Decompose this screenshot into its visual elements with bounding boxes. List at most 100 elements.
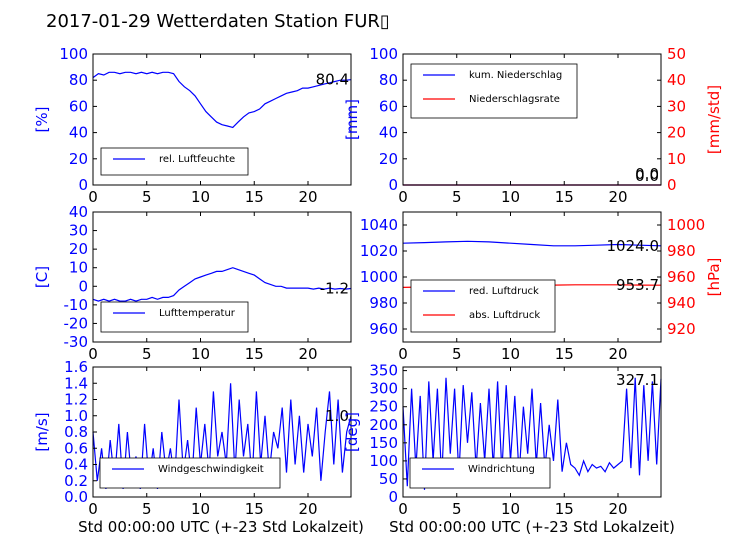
precipitation-y-tick-label: 60 [379, 97, 398, 115]
humidity-y-tick-label: 0 [78, 176, 88, 194]
windspeed-panel: 0 5 10 15 200.00.20.40.60.81.01.21.41.6[m/s]… [33, 358, 352, 518]
winddirection-y-tick-label: 150 [369, 434, 398, 452]
pressure-y-right-tick-label: 960 [667, 268, 696, 286]
pressure-panel: 0 5 10 15 20 960 980 1000 1020 1040 920 940 960 980 10… [360, 211, 723, 363]
x-axis-label-left: Std 00:00:00 UTC (+-23 Std Lokalzeit) [78, 518, 364, 536]
humidity-y-axis-label: [%] [33, 107, 51, 133]
temperature-y-axis-label: [C] [33, 266, 51, 288]
pressure-last-value-right: 953.7 [616, 276, 659, 294]
humidity-y-tick-label: 40 [69, 124, 88, 142]
pressure-last-value: 1024.0 [607, 237, 660, 255]
winddirection-y-tick-label: 50 [379, 470, 398, 488]
precipitation-plot-frame [402, 53, 662, 186]
temperature-series-line-0 [92, 267, 352, 302]
winddirection-last-value: 327.1 [616, 371, 659, 389]
windspeed-x-tick-label: 0 [88, 500, 98, 518]
humidity-legend-label: rel. Luftfeuchte [159, 154, 235, 165]
pressure-y-right-tick-label: 940 [667, 294, 696, 312]
precipitation-y-tick-label: 80 [379, 71, 398, 89]
x-axis-label-right: Std 00:00:00 UTC (+-23 Std Lokalzeit) [389, 518, 675, 536]
precipitation-x-tick-label: 10 [501, 188, 520, 206]
temperature-y-tick-label: 20 [69, 240, 88, 258]
windspeed-y-tick-label: 1.0 [64, 407, 88, 425]
winddirection-panel: 0 5 10 15 20050100150200250300350[deg]Windri… [343, 362, 662, 518]
pressure-y-right-tick-label: 1000 [667, 216, 705, 234]
windspeed-x-tick-label: 10 [191, 500, 210, 518]
humidity-y-tick-label: 60 [69, 97, 88, 115]
temperature-last-value: -1.2 [320, 280, 349, 298]
precipitation-legend-box [410, 63, 578, 119]
windspeed-series-line-0 [92, 383, 352, 489]
windspeed-legend-label: Windgeschwindigkeit [158, 464, 264, 475]
pressure-y-right-axis-label: [hPa] [705, 258, 723, 297]
precipitation-x-tick-label: 20 [608, 188, 627, 206]
temperature-y-tick-label: 40 [69, 203, 88, 221]
windspeed-x-tick-label: 5 [142, 500, 152, 518]
pressure-legend-box [410, 279, 556, 333]
pressure-y-tick-label: 1040 [360, 216, 398, 234]
pressure-y-tick-label: 1020 [360, 242, 398, 260]
temperature-y-tick-label: -10 [64, 296, 89, 314]
humidity-x-tick-label: 5 [142, 188, 152, 206]
precipitation-legend: kum. Niederschlag Niederschlagsrate [410, 63, 578, 119]
temperature-y-tick-label: -30 [64, 333, 89, 351]
windspeed-y-tick-label: 0.2 [64, 472, 88, 490]
precipitation-y-right-tick-label: 0 [667, 176, 677, 194]
precipitation-x-tick-label: 5 [452, 188, 462, 206]
winddirection-legend: Windrichtung [409, 457, 551, 489]
windspeed-y-tick-label: 0.0 [64, 488, 88, 506]
precipitation-y-right-tick-label: 20 [667, 124, 686, 142]
pressure-y-right-tick-label: 980 [667, 242, 696, 260]
temperature-legend-label: Lufttemperatur [159, 308, 236, 319]
humidity-panel: 0 5 10 15 20 0 20 40 60 80 100 [%] rel. Luftfeuchte 8… [33, 45, 352, 206]
precipitation-y-tick-label: 100 [369, 45, 398, 63]
pressure-y-right-tick-label: 920 [667, 320, 696, 338]
humidity-plot-frame [92, 53, 352, 186]
winddirection-x-tick-label: 15 [555, 500, 574, 518]
windspeed-x-tick-label: 15 [245, 500, 264, 518]
humidity-x-tick-label: 20 [298, 188, 317, 206]
windspeed-y-tick-label: 0.8 [64, 423, 88, 441]
temperature-panel: 0 5 10 15 20-30-20-10010203040[C]Lufttempera… [33, 203, 352, 363]
temperature-plot-frame [92, 211, 352, 343]
precipitation-legend-label: kum. Niederschlag [469, 70, 562, 81]
winddirection-legend-box [409, 457, 551, 489]
temperature-x-tick-label: 5 [142, 345, 152, 363]
pressure-x-tick-label: 0 [398, 345, 408, 363]
temperature-legend-box [100, 301, 249, 333]
temperature-legend: Lufttemperatur [100, 301, 249, 333]
windspeed-legend-box [99, 457, 281, 489]
winddirection-y-tick-label: 200 [369, 416, 398, 434]
winddirection-x-tick-label: 20 [608, 500, 627, 518]
precipitation-last-value-right: 0.0 [635, 165, 659, 183]
precipitation-y-right-tick-label: 30 [667, 97, 686, 115]
temperature-y-tick-label: -20 [64, 314, 89, 332]
windspeed-x-tick-label: 20 [298, 500, 317, 518]
precipitation-x-tick-label: 15 [555, 188, 574, 206]
precipitation-y-right-tick-label: 40 [667, 71, 686, 89]
figure-title: 2017-01-29 Wetterdaten Station FUR▯ [46, 11, 390, 32]
winddirection-legend-label: Windrichtung [468, 464, 535, 475]
windspeed-y-axis-label: [m/s] [33, 412, 51, 451]
temperature-x-tick-label: 10 [191, 345, 210, 363]
precipitation-y-right-tick-label: 50 [667, 45, 686, 63]
temperature-x-tick-label: 20 [298, 345, 317, 363]
pressure-series-line-0 [402, 240, 662, 247]
pressure-y-tick-label: 960 [369, 320, 398, 338]
humidity-x-tick-label: 10 [191, 188, 210, 206]
humidity-last-value: 80.4 [316, 71, 349, 89]
windspeed-legend: Windgeschwindigkeit [99, 457, 281, 489]
precipitation-last-value: 0.0 [635, 167, 659, 185]
humidity-y-tick-label: 100 [59, 45, 88, 63]
winddirection-x-tick-label: 5 [452, 500, 462, 518]
precipitation-legend-label: Niederschlagsrate [469, 94, 560, 105]
pressure-x-tick-label: 10 [501, 345, 520, 363]
precipitation-y-tick-label: 40 [379, 124, 398, 142]
pressure-legend-label: abs. Luftdruck [469, 310, 540, 321]
humidity-legend-box [100, 147, 249, 176]
winddirection-x-tick-label: 0 [398, 500, 408, 518]
pressure-y-tick-label: 1000 [360, 268, 398, 286]
humidity-series-line-0 [92, 71, 352, 129]
pressure-x-tick-label: 15 [555, 345, 574, 363]
